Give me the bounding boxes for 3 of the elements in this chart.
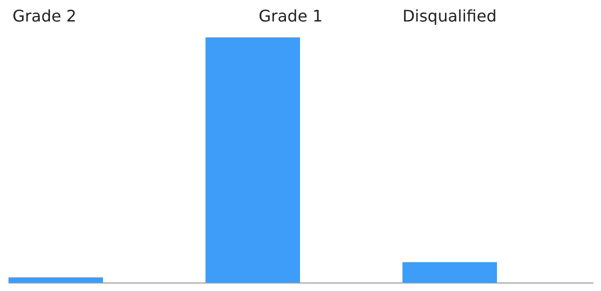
x-tick-label: Grade 1 (258, 6, 323, 26)
x-tick-label: Grade 2 (12, 6, 76, 26)
x-tick-label: Disqualified (402, 6, 497, 26)
